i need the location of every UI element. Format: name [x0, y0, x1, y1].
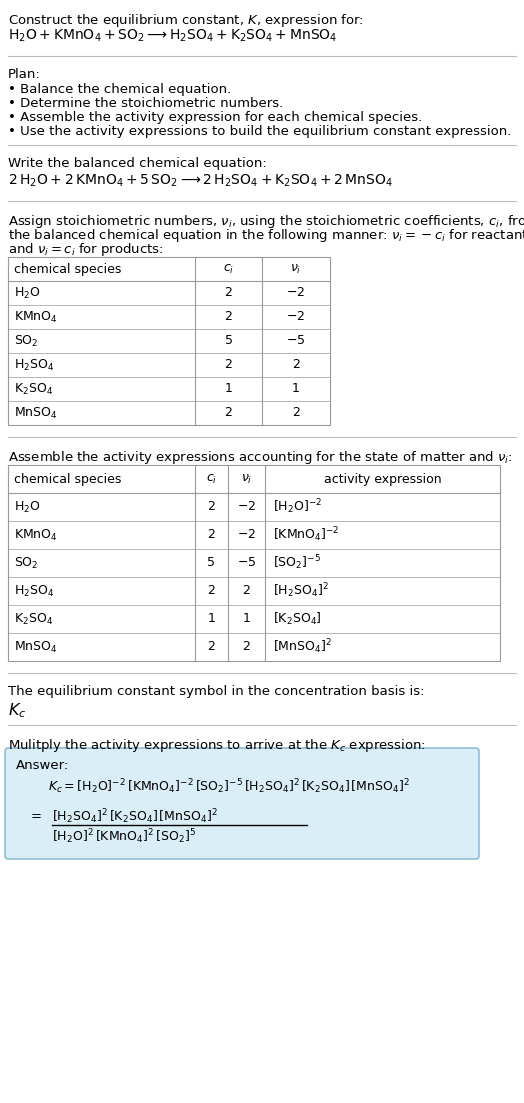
Text: $[\mathrm{MnSO_4}]^{2}$: $[\mathrm{MnSO_4}]^{2}$ — [273, 638, 332, 656]
Text: • Assemble the activity expression for each chemical species.: • Assemble the activity expression for e… — [8, 111, 422, 124]
Text: activity expression: activity expression — [324, 472, 441, 485]
Text: chemical species: chemical species — [14, 263, 122, 276]
Text: 2: 2 — [225, 311, 233, 323]
Text: $\nu_i$: $\nu_i$ — [241, 472, 252, 485]
Text: Plan:: Plan: — [8, 68, 41, 81]
Text: 2: 2 — [208, 641, 215, 653]
Text: $\mathrm{H_2O + KMnO_4 + SO_2} \longrightarrow \mathrm{H_2SO_4 + K_2SO_4 + MnSO_: $\mathrm{H_2O + KMnO_4 + SO_2} \longrigh… — [8, 28, 337, 44]
Text: the balanced chemical equation in the following manner: $\nu_i = -c_i$ for react: the balanced chemical equation in the fo… — [8, 227, 524, 244]
Text: 2: 2 — [292, 407, 300, 419]
Text: 2: 2 — [225, 407, 233, 419]
Text: • Use the activity expressions to build the equilibrium constant expression.: • Use the activity expressions to build … — [8, 125, 511, 138]
Text: $\nu_i$: $\nu_i$ — [290, 263, 302, 276]
Text: $-5$: $-5$ — [237, 557, 256, 569]
Text: $[\mathrm{K_2SO_4}]$: $[\mathrm{K_2SO_4}]$ — [273, 611, 322, 627]
Text: $\mathrm{K_2SO_4}$: $\mathrm{K_2SO_4}$ — [14, 382, 53, 397]
Text: $[\mathrm{H_2SO_4}]^{2}$: $[\mathrm{H_2SO_4}]^{2}$ — [273, 581, 329, 600]
Text: $c_i$: $c_i$ — [206, 472, 217, 485]
Text: $\mathrm{2\,H_2O + 2\,KMnO_4 + 5\,SO_2} \longrightarrow \mathrm{2\,H_2SO_4 + K_2: $\mathrm{2\,H_2O + 2\,KMnO_4 + 5\,SO_2} … — [8, 173, 393, 190]
Text: $\mathrm{MnSO_4}$: $\mathrm{MnSO_4}$ — [14, 406, 58, 420]
Text: $\mathrm{H_2SO_4}$: $\mathrm{H_2SO_4}$ — [14, 357, 54, 373]
Text: $[\mathrm{KMnO_4}]^{-2}$: $[\mathrm{KMnO_4}]^{-2}$ — [273, 526, 340, 545]
Text: $\mathrm{SO_2}$: $\mathrm{SO_2}$ — [14, 333, 38, 349]
Text: $[\mathrm{H_2O}]^{-2}$: $[\mathrm{H_2O}]^{-2}$ — [273, 497, 322, 516]
Text: Mulitply the activity expressions to arrive at the $K_c$ expression:: Mulitply the activity expressions to arr… — [8, 737, 426, 754]
Text: • Balance the chemical equation.: • Balance the chemical equation. — [8, 83, 231, 96]
Text: $[\mathrm{H_2O}]^{2}\,[\mathrm{KMnO_4}]^{2}\,[\mathrm{SO_2}]^{5}$: $[\mathrm{H_2O}]^{2}\,[\mathrm{KMnO_4}]^… — [52, 827, 196, 846]
Text: $\mathrm{K_2SO_4}$: $\mathrm{K_2SO_4}$ — [14, 611, 53, 627]
Text: 1: 1 — [225, 383, 233, 396]
Text: 1: 1 — [243, 612, 250, 625]
Text: $[\mathrm{H_2SO_4}]^{2}\,[\mathrm{K_2SO_4}]\,[\mathrm{MnSO_4}]^{2}$: $[\mathrm{H_2SO_4}]^{2}\,[\mathrm{K_2SO_… — [52, 807, 218, 826]
Bar — [8, 465, 500, 661]
Text: Assemble the activity expressions accounting for the state of matter and $\nu_i$: Assemble the activity expressions accoun… — [8, 449, 512, 465]
Text: chemical species: chemical species — [14, 472, 122, 485]
Text: 1: 1 — [208, 612, 215, 625]
Text: 1: 1 — [292, 383, 300, 396]
Text: 2: 2 — [208, 528, 215, 542]
Bar — [8, 257, 330, 425]
Text: $=$: $=$ — [28, 808, 42, 822]
Text: $-2$: $-2$ — [237, 501, 256, 514]
Text: Construct the equilibrium constant, $K$, expression for:: Construct the equilibrium constant, $K$,… — [8, 12, 364, 29]
Text: $c_i$: $c_i$ — [223, 263, 234, 276]
Text: $\mathrm{KMnO_4}$: $\mathrm{KMnO_4}$ — [14, 310, 58, 324]
Text: 2: 2 — [243, 585, 250, 598]
Text: 5: 5 — [208, 557, 215, 569]
Text: 2: 2 — [208, 501, 215, 514]
Text: Answer:: Answer: — [16, 759, 69, 772]
Text: $\mathrm{MnSO_4}$: $\mathrm{MnSO_4}$ — [14, 640, 58, 654]
Text: • Determine the stoichiometric numbers.: • Determine the stoichiometric numbers. — [8, 97, 283, 110]
Text: $K_c = [\mathrm{H_2O}]^{-2}\,[\mathrm{KMnO_4}]^{-2}\,[\mathrm{SO_2}]^{-5}\,[\mat: $K_c = [\mathrm{H_2O}]^{-2}\,[\mathrm{KM… — [48, 777, 410, 795]
Text: $-2$: $-2$ — [287, 311, 305, 323]
Text: $K_c$: $K_c$ — [8, 702, 26, 719]
Text: $\mathrm{H_2O}$: $\mathrm{H_2O}$ — [14, 286, 40, 300]
Text: Assign stoichiometric numbers, $\nu_i$, using the stoichiometric coefficients, $: Assign stoichiometric numbers, $\nu_i$, … — [8, 213, 524, 231]
Text: 2: 2 — [225, 287, 233, 300]
Text: $\mathrm{SO_2}$: $\mathrm{SO_2}$ — [14, 556, 38, 570]
Text: $[\mathrm{SO_2}]^{-5}$: $[\mathrm{SO_2}]^{-5}$ — [273, 554, 321, 572]
Text: $-2$: $-2$ — [287, 287, 305, 300]
Text: $-2$: $-2$ — [237, 528, 256, 542]
Text: and $\nu_i = c_i$ for products:: and $\nu_i = c_i$ for products: — [8, 240, 163, 258]
Text: $\mathrm{H_2SO_4}$: $\mathrm{H_2SO_4}$ — [14, 583, 54, 599]
Text: $\mathrm{KMnO_4}$: $\mathrm{KMnO_4}$ — [14, 527, 58, 543]
Text: The equilibrium constant symbol in the concentration basis is:: The equilibrium constant symbol in the c… — [8, 685, 424, 698]
Text: 2: 2 — [292, 358, 300, 372]
Text: $\mathrm{H_2O}$: $\mathrm{H_2O}$ — [14, 500, 40, 515]
Text: 2: 2 — [225, 358, 233, 372]
Text: 2: 2 — [208, 585, 215, 598]
Text: 5: 5 — [224, 334, 233, 347]
Text: 2: 2 — [243, 641, 250, 653]
Text: Write the balanced chemical equation:: Write the balanced chemical equation: — [8, 157, 267, 170]
Text: $-5$: $-5$ — [286, 334, 305, 347]
FancyBboxPatch shape — [5, 748, 479, 859]
